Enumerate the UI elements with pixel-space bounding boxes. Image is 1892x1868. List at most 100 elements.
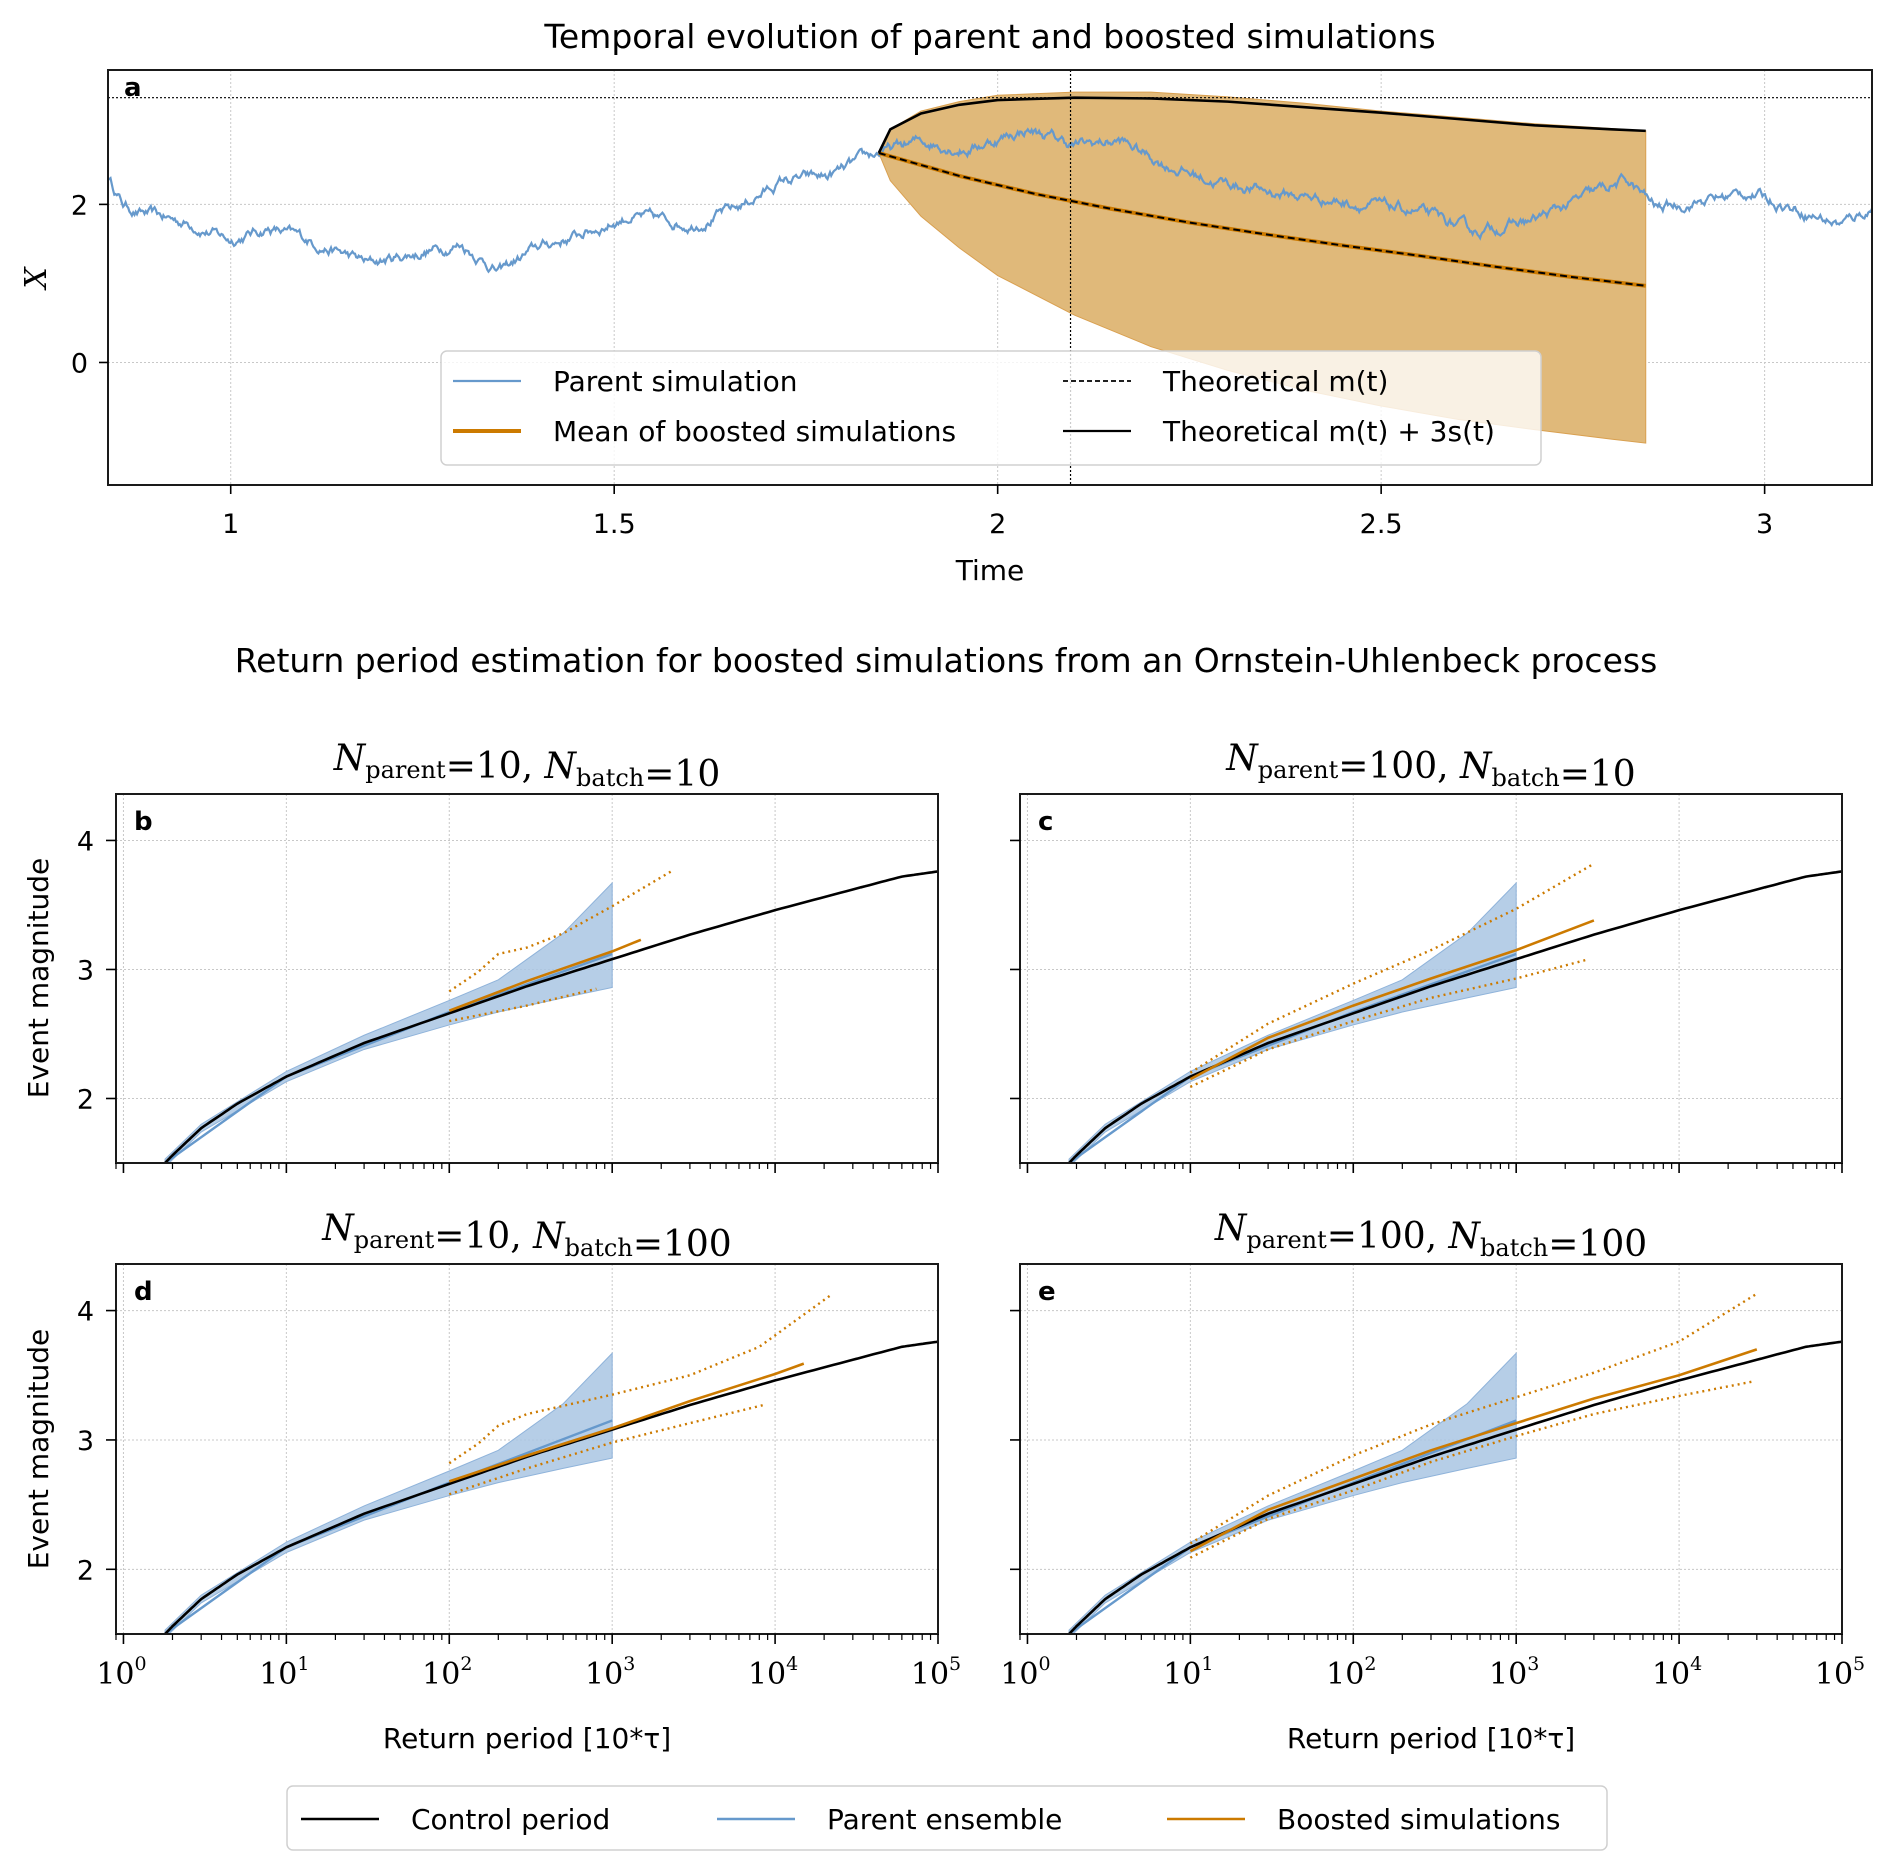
parent-simulation-line [108, 127, 1872, 274]
title-part: =10, [446, 746, 545, 787]
x-tick-label: 104 [1652, 1653, 1702, 1692]
tick-exponent: 0 [135, 1653, 147, 1675]
tick-exponent: 4 [786, 1653, 798, 1675]
y-tick-label: 4 [77, 826, 94, 857]
panel-b: Nparent=10, Nbatch=10 2 3 4 b [77, 738, 939, 1173]
tick-exponent: 5 [949, 1653, 961, 1675]
legend-label: Mean of boosted simulations [553, 415, 956, 448]
x-tick-label: 1 [222, 509, 239, 540]
boosted-lower-bound [449, 987, 597, 1023]
tick-exponent: 0 [1039, 1653, 1051, 1675]
title-part: N [532, 1216, 566, 1257]
y-tick-label: 0 [71, 348, 88, 379]
y-tick-label: 3 [77, 955, 94, 986]
x-tick-label: 101 [259, 1653, 309, 1692]
title-subscript: parent [354, 1226, 435, 1254]
boosted-upper-bound [1189, 1292, 1758, 1545]
tick-exponent: 4 [1690, 1653, 1702, 1675]
panel-a: 1 1.5 2 2.5 3 0 2 a Parent simulation Mean of boo… [71, 69, 1873, 540]
x-tick-label: 3 [1756, 509, 1773, 540]
axes-frame [107, 69, 1873, 486]
tick-exponent: 2 [1364, 1653, 1376, 1675]
title-part: =10 [644, 754, 720, 795]
title-part: N [1459, 746, 1493, 787]
panel-letter: d [134, 1277, 153, 1307]
y-tick-label: 2 [71, 190, 88, 221]
x-tick-label: 2 [989, 509, 1006, 540]
x-tick-label: 2.5 [1360, 509, 1403, 540]
parent-ensemble-line [164, 1419, 613, 1634]
legend-label: Parent simulation [553, 365, 798, 398]
boosted-upper-bound [448, 870, 672, 993]
ylabel-top-row: Event magnitude [22, 858, 55, 1099]
legend-label: Theoretical m(t) [1162, 365, 1388, 398]
panel-a-xlabel: Time [955, 554, 1025, 587]
section-title: Return period estimation for boosted sim… [235, 641, 1658, 680]
parent-ensemble-band [1068, 1352, 1517, 1634]
x-tick-label: 100 [1000, 1653, 1050, 1692]
boosted-upper-bound [1189, 862, 1595, 1074]
panel-a-ylabel: X [19, 266, 54, 291]
title-part: =100, [1327, 1216, 1449, 1257]
panel-title: Nparent=10, Nbatch=10 [333, 738, 721, 795]
plot-area [164, 1294, 938, 1634]
title-part: =10, [434, 1216, 533, 1257]
control-period-line [1068, 870, 1842, 1163]
x-tick-label: 105 [911, 1653, 961, 1692]
y-tick-label: 3 [77, 1426, 94, 1457]
tick-base: 10 [1326, 1657, 1364, 1692]
legend-label: Theoretical m(t) + 3s(t) [1162, 415, 1495, 448]
x-tick-label: 1.5 [593, 509, 636, 540]
panel-letter: a [124, 73, 142, 103]
parent-ensemble-line [1068, 1419, 1517, 1634]
parent-ensemble-band [164, 1352, 613, 1634]
title-subscript: batch [1480, 1234, 1548, 1262]
tick-base: 10 [422, 1657, 460, 1692]
title-subscript: batch [576, 764, 644, 792]
plot-area [164, 870, 938, 1163]
plot-area [1068, 862, 1842, 1163]
tick-base: 10 [1489, 1657, 1527, 1692]
legend-label: Parent ensemble [827, 1803, 1062, 1836]
tick-base: 10 [585, 1657, 623, 1692]
title-part: =100 [633, 1224, 732, 1265]
title-subscript: parent [1258, 756, 1339, 784]
x-tick-label: 105 [1815, 1653, 1865, 1692]
title-part: N [1225, 738, 1259, 779]
boosted-line [448, 938, 642, 1012]
x-tick-label: 102 [422, 1653, 472, 1692]
title-part: N [1214, 1208, 1248, 1249]
x-tick-label: 100 [96, 1653, 146, 1692]
panel-letter: e [1038, 1277, 1056, 1307]
boosted-line [1189, 1348, 1758, 1553]
title-subscript: batch [565, 1234, 633, 1262]
x-axis-label: Return period [10*τ] [1287, 1722, 1575, 1755]
boosted-line [448, 1362, 805, 1483]
control-period-line [1068, 1340, 1842, 1634]
boosted-lower-bound [1189, 957, 1590, 1088]
parent-ensemble-band [164, 881, 613, 1163]
panel-title: Nparent=10, Nbatch=100 [321, 1208, 731, 1265]
panel-c: Nparent=100, Nbatch=10 c [1010, 738, 1843, 1173]
boosted-line [1189, 919, 1595, 1081]
tick-exponent: 3 [623, 1653, 635, 1675]
panel-a-title: Temporal evolution of parent and boosted… [543, 17, 1435, 56]
title-subscript: parent [365, 756, 446, 784]
title-part: =100 [1548, 1224, 1647, 1265]
plot-area [1068, 1292, 1842, 1634]
title-part: =10 [1560, 754, 1636, 795]
tick-exponent: 3 [1527, 1653, 1539, 1675]
x-tick-label: 103 [585, 1653, 635, 1692]
panel-title: Nparent=100, Nbatch=100 [1214, 1208, 1647, 1265]
panel-letter: b [134, 807, 153, 837]
tick-exponent: 2 [460, 1653, 472, 1675]
x-axis-label: Return period [10*τ] [383, 1722, 671, 1755]
boosted-upper-bound [448, 1294, 832, 1465]
boosted-lower-bound [448, 1403, 764, 1496]
tick-base: 10 [1815, 1657, 1853, 1692]
tick-base: 10 [911, 1657, 949, 1692]
legend-box [440, 350, 1542, 466]
